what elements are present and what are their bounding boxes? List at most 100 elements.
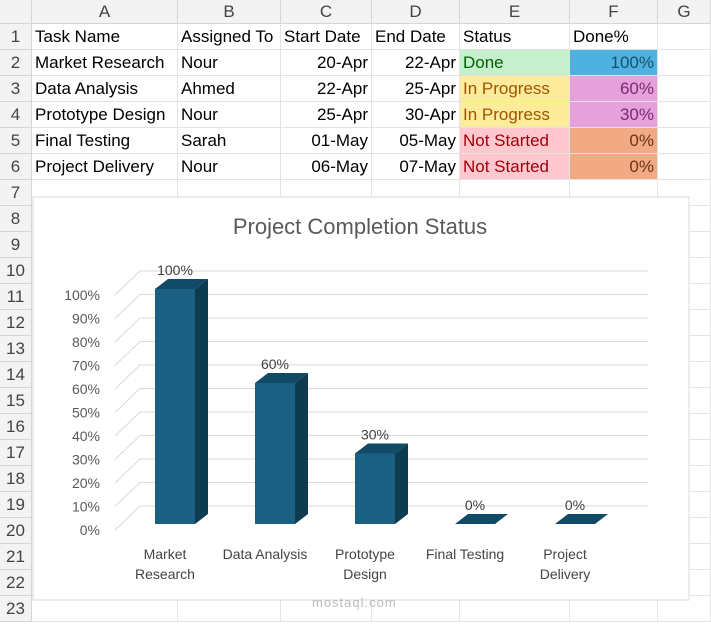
cell: 20-Apr xyxy=(281,50,372,76)
cell: Assigned To xyxy=(178,24,281,50)
bar-front xyxy=(155,289,195,524)
x-tick-label: Prototype Design xyxy=(335,546,395,582)
empty-cell xyxy=(178,596,281,622)
row-header: 10 xyxy=(0,258,32,284)
row-header: 4 xyxy=(0,102,32,128)
cell: 05-May xyxy=(372,128,460,154)
y-tick-label: 0% xyxy=(80,522,100,538)
cell: Nour xyxy=(178,102,281,128)
data-label: 100% xyxy=(157,262,193,278)
y-tick-label: 50% xyxy=(72,405,100,421)
grid-line xyxy=(114,411,648,437)
watermark: mostaql.com xyxy=(312,595,397,610)
x-tick-label: Data Analysis xyxy=(222,546,308,562)
cell: 30% xyxy=(570,102,658,128)
cell: Status xyxy=(460,24,570,50)
cell: Done xyxy=(460,50,570,76)
row-header: 9 xyxy=(0,232,32,258)
empty-cell xyxy=(281,596,372,622)
grid-line xyxy=(114,482,648,507)
bar-top xyxy=(455,514,508,524)
x-tick-label: Project Delivery xyxy=(539,546,591,582)
row-header: 17 xyxy=(0,440,32,466)
bar-side xyxy=(295,373,308,524)
bar-side xyxy=(395,443,408,524)
cell: Task Name xyxy=(32,24,178,50)
bar-top xyxy=(555,514,608,524)
corner xyxy=(0,0,32,24)
cell: Not Started xyxy=(460,128,570,154)
y-tick-label: 80% xyxy=(72,334,100,350)
cell: Start Date xyxy=(281,24,372,50)
column-header: A xyxy=(32,0,178,24)
row-header: 21 xyxy=(0,544,32,570)
column-header: E xyxy=(460,0,570,24)
empty-cell xyxy=(32,596,178,622)
data-label: 60% xyxy=(261,356,289,372)
column-header: C xyxy=(281,0,372,24)
cell: Nour xyxy=(178,50,281,76)
row-header: 14 xyxy=(0,362,32,388)
row-header: 15 xyxy=(0,388,32,414)
grid-line xyxy=(114,388,648,413)
row-header: 5 xyxy=(0,128,32,154)
grid-line xyxy=(114,317,648,343)
cell: 60% xyxy=(570,76,658,102)
cell: 01-May xyxy=(281,128,372,154)
grid-line xyxy=(114,294,648,319)
bar-top xyxy=(355,443,408,454)
cell: Data Analysis xyxy=(32,76,178,102)
y-tick-label: 10% xyxy=(72,499,100,515)
row-header: 16 xyxy=(0,414,32,440)
cell: Not Started xyxy=(460,154,570,180)
row-header: 3 xyxy=(0,76,32,102)
bar-front xyxy=(355,453,395,524)
empty-cell xyxy=(570,596,658,622)
row-header: 23 xyxy=(0,596,32,622)
cell: 25-Apr xyxy=(372,76,460,102)
row-header: 20 xyxy=(0,518,32,544)
cell: Sarah xyxy=(178,128,281,154)
column-header: F xyxy=(570,0,658,24)
row-header: 18 xyxy=(0,466,32,492)
y-tick-label: 30% xyxy=(72,452,100,468)
x-tick-label: Final Testing xyxy=(425,546,505,562)
row-header: 7 xyxy=(0,180,32,206)
cell: 06-May xyxy=(281,154,372,180)
cell: 0% xyxy=(570,128,658,154)
y-tick-label: 100% xyxy=(64,287,100,303)
row-header: 22 xyxy=(0,570,32,596)
chart-title: Project Completion Status xyxy=(233,214,487,239)
cell: Ahmed xyxy=(178,76,281,102)
empty-cell xyxy=(460,596,570,622)
cell: 07-May xyxy=(372,154,460,180)
cell: Prototype Design xyxy=(32,102,178,128)
row-header: 11 xyxy=(0,284,32,310)
x-tick-label: Market Research xyxy=(135,546,195,582)
row-header: 13 xyxy=(0,336,32,362)
cell: 22-Apr xyxy=(372,50,460,76)
grid-line xyxy=(114,341,648,366)
cell: Project Delivery xyxy=(32,154,178,180)
grid-line xyxy=(114,435,648,460)
grid-line xyxy=(114,364,648,390)
cell: 25-Apr xyxy=(281,102,372,128)
cell: End Date xyxy=(372,24,460,50)
column-header: D xyxy=(372,0,460,24)
y-tick-label: 40% xyxy=(72,428,100,444)
cell: 0% xyxy=(570,154,658,180)
chart-area xyxy=(32,196,690,601)
bar-side xyxy=(195,279,208,524)
row-header: 19 xyxy=(0,492,32,518)
bar-front xyxy=(255,383,295,524)
grid-line xyxy=(114,458,648,484)
data-label: 0% xyxy=(565,497,585,513)
cell: Final Testing xyxy=(32,128,178,154)
y-tick-label: 60% xyxy=(72,381,100,397)
cell: Market Research xyxy=(32,50,178,76)
cell: 100% xyxy=(570,50,658,76)
cell: Done% xyxy=(570,24,658,50)
row-header: 6 xyxy=(0,154,32,180)
